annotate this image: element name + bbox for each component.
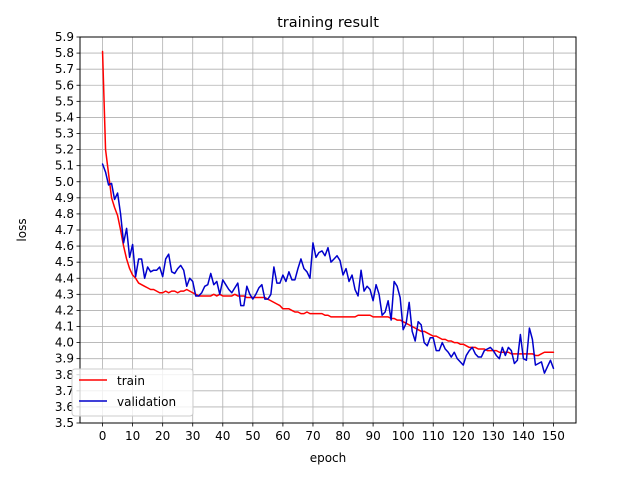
x-axis-label: epoch xyxy=(310,451,347,465)
series-lines xyxy=(101,50,555,374)
y-tick-label: 4.0 xyxy=(55,336,74,350)
x-tick-label: 120 xyxy=(452,429,475,443)
y-tick-label: 5.6 xyxy=(55,78,74,92)
y-tick-label: 4.7 xyxy=(55,223,74,237)
y-tick-label: 5.7 xyxy=(55,62,74,76)
y-tick-label: 4.9 xyxy=(55,191,74,205)
axis-ticks: 0 10 20 30 40 50 60 70 80 90 100 110 120 130 140 150 3.5… xyxy=(55,30,565,443)
x-tick-label: 80 xyxy=(335,429,350,443)
x-tick-label: 150 xyxy=(542,429,565,443)
legend-label-validation: validation xyxy=(117,395,176,409)
y-tick-label: 5.3 xyxy=(55,127,74,141)
y-tick-label: 4.5 xyxy=(55,255,74,269)
x-tick-label: 70 xyxy=(305,429,320,443)
x-tick-label: 60 xyxy=(275,429,290,443)
y-tick-label: 4.1 xyxy=(55,320,74,334)
chart-title: training result xyxy=(277,15,379,31)
x-tick-label: 110 xyxy=(422,429,445,443)
legend: train validation xyxy=(71,368,194,417)
y-tick-label: 3.6 xyxy=(55,400,74,414)
y-tick-label: 5.1 xyxy=(55,159,74,173)
y-tick-label: 5.8 xyxy=(55,46,74,60)
y-tick-label: 5.4 xyxy=(55,110,74,124)
x-tick-label: 30 xyxy=(185,429,200,443)
y-tick-label: 5.5 xyxy=(55,94,74,108)
series-line-train xyxy=(101,50,555,357)
x-tick-label: 90 xyxy=(365,429,380,443)
x-tick-label: 40 xyxy=(215,429,230,443)
y-tick-label: 5.2 xyxy=(55,143,74,157)
y-tick-label: 5.9 xyxy=(55,30,74,44)
y-tick-label: 3.5 xyxy=(55,416,74,430)
y-axis-label: loss xyxy=(15,218,29,241)
y-tick-label: 4.8 xyxy=(55,207,74,221)
x-tick-label: 130 xyxy=(482,429,505,443)
y-tick-label: 4.4 xyxy=(55,271,74,285)
x-tick-label: 50 xyxy=(245,429,260,443)
y-tick-label: 4.2 xyxy=(55,303,74,317)
legend-label-train: train xyxy=(117,374,145,388)
y-tick-label: 4.3 xyxy=(55,287,74,301)
x-tick-label: 20 xyxy=(155,429,170,443)
x-tick-label: 0 xyxy=(99,429,107,443)
series-line-validation xyxy=(101,163,555,374)
x-tick-label: 100 xyxy=(392,429,415,443)
x-tick-label: 10 xyxy=(125,429,140,443)
y-tick-label: 3.9 xyxy=(55,352,74,366)
x-tick-label: 140 xyxy=(512,429,535,443)
grid xyxy=(80,36,576,424)
y-tick-label: 3.8 xyxy=(55,368,74,382)
y-tick-label: 4.6 xyxy=(55,239,74,253)
y-tick-label: 5.0 xyxy=(55,175,74,189)
y-tick-label: 3.7 xyxy=(55,384,74,398)
